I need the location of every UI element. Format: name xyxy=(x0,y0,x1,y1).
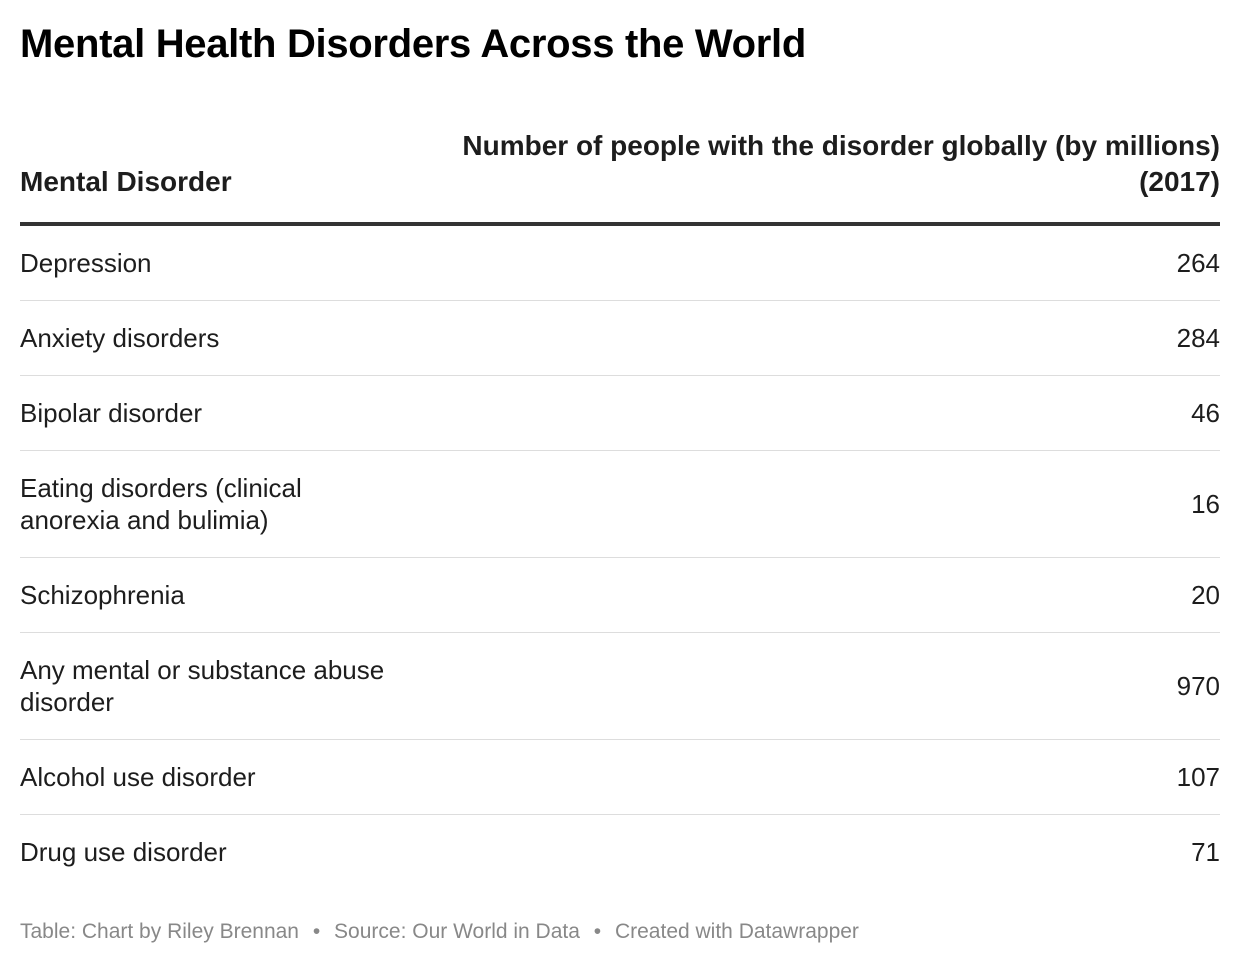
chart-footer: Table: Chart by Riley Brennan • Source: … xyxy=(20,916,859,948)
disorder-name-cell: Alcohol use disorder xyxy=(20,739,400,815)
column-header-people: Number of people with the disorder globa… xyxy=(400,128,1220,226)
table-row: Depression 264 xyxy=(20,224,1220,301)
data-table: Mental Disorder Number of people with th… xyxy=(20,128,1220,889)
people-count-cell: 20 xyxy=(400,557,1220,633)
people-count-cell: 16 xyxy=(400,450,1220,558)
disorder-name-cell: Schizophrenia xyxy=(20,557,400,633)
people-count-cell: 107 xyxy=(400,739,1220,815)
disorder-name-cell: Any mental or substance abuse disorder xyxy=(20,632,400,740)
header-row: Mental Disorder Number of people with th… xyxy=(20,128,1220,226)
footer-separator: • xyxy=(593,920,602,943)
source-note: Source: Our World in Data xyxy=(334,920,580,943)
table-row: Alcohol use disorder 107 xyxy=(20,739,1220,815)
credit-note: Created with Datawrapper xyxy=(614,920,859,943)
table-row: Any mental or substance abuse disorder 9… xyxy=(20,632,1220,740)
table-row: Drug use disorder 71 xyxy=(20,815,1220,890)
people-count-cell: 46 xyxy=(400,375,1220,451)
table-row: Bipolar disorder 46 xyxy=(20,375,1220,451)
chart-title: Mental Health Disorders Across the World xyxy=(20,22,806,66)
people-count-cell: 970 xyxy=(400,632,1220,740)
footer-separator: • xyxy=(312,920,321,943)
people-count-cell: 71 xyxy=(1191,837,1220,867)
disorder-name-cell: Eating disorders (clinical anorexia and … xyxy=(20,450,400,558)
chart-container: Mental Health Disorders Across the World… xyxy=(20,0,1220,867)
column-header-disorder: Mental Disorder xyxy=(20,128,400,226)
table-body: Depression 264 Anxiety disorders 284 Bip… xyxy=(20,224,1220,889)
table-row: Anxiety disorders 284 xyxy=(20,300,1220,376)
people-count-cell: 264 xyxy=(400,224,1220,301)
disorder-name-cell: Bipolar disorder xyxy=(20,375,400,451)
disorder-name-cell: Depression xyxy=(20,224,400,301)
table-row: Schizophrenia 20 xyxy=(20,557,1220,633)
disorder-name-cell: Drug use disorder xyxy=(20,837,227,867)
byline: Table: Chart by Riley Brennan xyxy=(20,920,299,943)
table-row: Eating disorders (clinical anorexia and … xyxy=(20,450,1220,558)
disorder-name-cell: Anxiety disorders xyxy=(20,300,400,376)
people-count-cell: 284 xyxy=(400,300,1220,376)
